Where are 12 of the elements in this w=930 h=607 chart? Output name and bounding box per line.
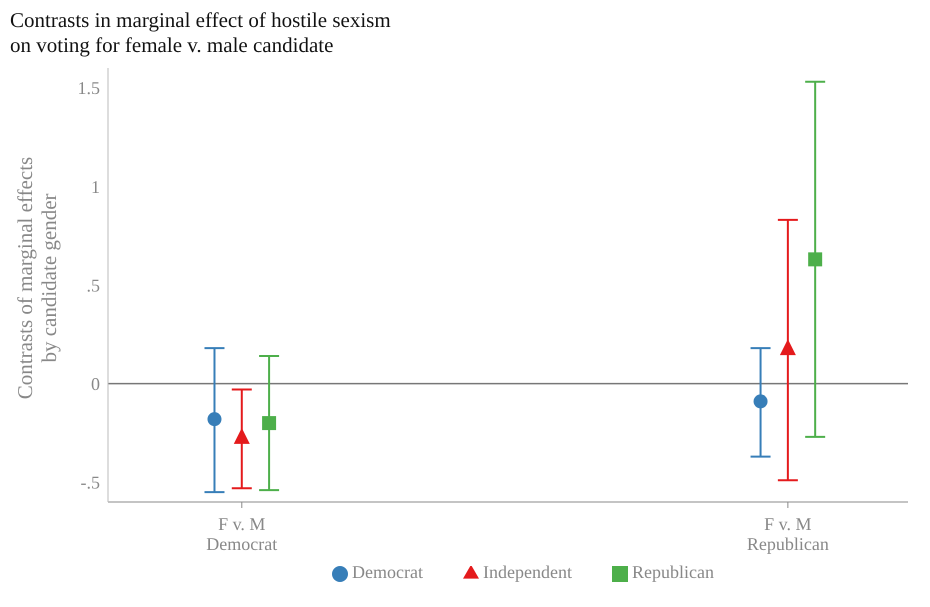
y-tick-label: .5 xyxy=(86,275,100,296)
legend-label: Republican xyxy=(632,562,714,582)
y-tick-label: -.5 xyxy=(80,472,100,493)
y-tick-label: 1.5 xyxy=(78,78,100,98)
legend-label: Democrat xyxy=(352,562,423,582)
y-tick-label: 0 xyxy=(91,374,100,394)
y-tick-label: 1 xyxy=(91,176,100,197)
legend-label: Independent xyxy=(483,562,572,582)
x-tick-label: F v. M Democrat xyxy=(206,514,278,554)
y-axis-title: Contrasts of marginal effects by candidate gender xyxy=(13,156,61,400)
x-tick-label: F v. M Republican xyxy=(746,514,829,554)
chart-title: Contrasts in marginal effect of hostile sexism on voting for female v. male candidate xyxy=(10,8,392,58)
